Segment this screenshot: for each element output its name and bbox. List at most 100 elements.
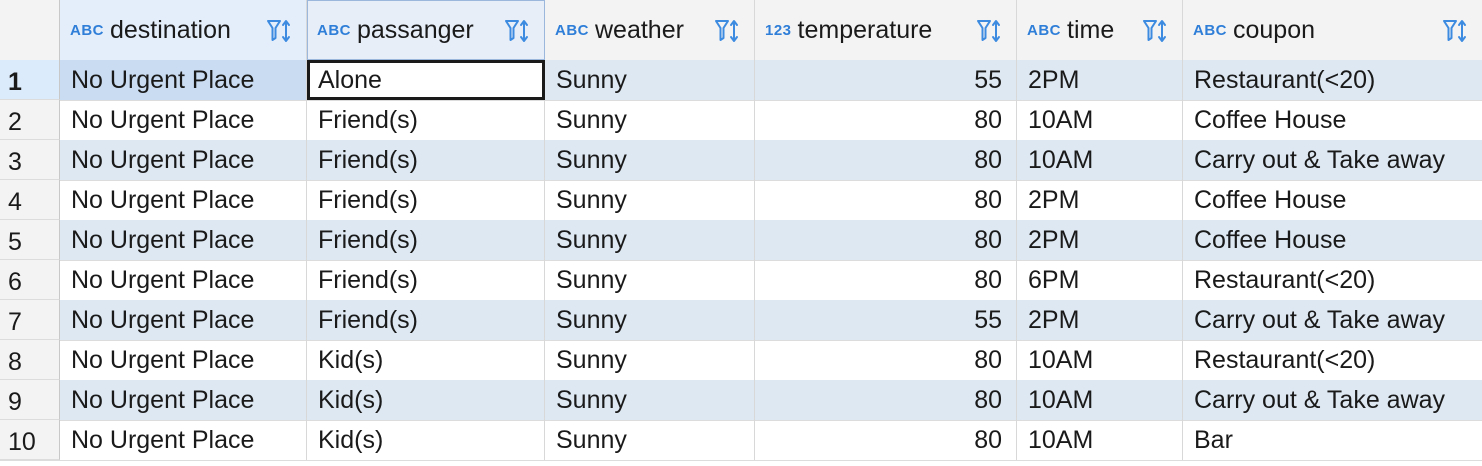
filter-sort-icon[interactable]	[1142, 18, 1168, 44]
column-header-temperature[interactable]: 123 temperature	[755, 0, 1017, 60]
cell-coupon[interactable]: Carry out & Take away	[1183, 380, 1482, 420]
row-number[interactable]: 7	[0, 300, 60, 340]
cell-weather[interactable]: Sunny	[545, 260, 755, 300]
filter-sort-icon[interactable]	[266, 18, 292, 44]
cell-coupon[interactable]: Coffee House	[1183, 220, 1482, 260]
cell-passanger[interactable]: Friend(s)	[307, 300, 545, 340]
cell-time[interactable]: 2PM	[1017, 180, 1183, 220]
cell-time[interactable]: 10AM	[1017, 100, 1183, 140]
row-number[interactable]: 5	[0, 220, 60, 260]
cell-passanger[interactable]: Friend(s)	[307, 260, 545, 300]
row-number[interactable]: 2	[0, 100, 60, 140]
column-name: temperature	[797, 15, 933, 44]
cell-destination[interactable]: No Urgent Place	[60, 180, 307, 220]
table-row[interactable]: 3 No Urgent Place Friend(s) Sunny 80 10A…	[0, 140, 1482, 181]
cell-temperature[interactable]: 80	[755, 180, 1017, 220]
column-name: weather	[595, 15, 684, 44]
cell-destination[interactable]: No Urgent Place	[60, 260, 307, 300]
table-row[interactable]: 1 No Urgent Place Alone Sunny 55 2PM Res…	[0, 60, 1482, 101]
cell-time[interactable]: 6PM	[1017, 260, 1183, 300]
cell-destination[interactable]: No Urgent Place	[60, 380, 307, 420]
cell-passanger[interactable]: Friend(s)	[307, 100, 545, 140]
cell-weather[interactable]: Sunny	[545, 300, 755, 340]
row-number-header[interactable]	[0, 0, 60, 60]
table-row[interactable]: 5 No Urgent Place Friend(s) Sunny 80 2PM…	[0, 220, 1482, 261]
cell-temperature[interactable]: 80	[755, 260, 1017, 300]
cell-weather[interactable]: Sunny	[545, 380, 755, 420]
cell-coupon[interactable]: Carry out & Take away	[1183, 140, 1482, 180]
cell-destination[interactable]: No Urgent Place	[60, 60, 307, 100]
table-row[interactable]: 10 No Urgent Place Kid(s) Sunny 80 10AM …	[0, 420, 1482, 461]
cell-temperature[interactable]: 80	[755, 100, 1017, 140]
filter-sort-icon[interactable]	[504, 18, 530, 44]
type-badge: 123	[765, 21, 792, 39]
cell-time[interactable]: 10AM	[1017, 380, 1183, 420]
cell-passanger[interactable]: Friend(s)	[307, 220, 545, 260]
row-number[interactable]: 8	[0, 340, 60, 380]
filter-sort-icon[interactable]	[1442, 18, 1468, 44]
cell-weather[interactable]: Sunny	[545, 340, 755, 380]
cell-time[interactable]: 2PM	[1017, 60, 1183, 100]
row-number[interactable]: 1	[0, 60, 60, 100]
cell-destination[interactable]: No Urgent Place	[60, 340, 307, 380]
cell-temperature[interactable]: 80	[755, 140, 1017, 180]
column-header-destination[interactable]: ABC destination	[60, 0, 307, 60]
cell-time[interactable]: 2PM	[1017, 220, 1183, 260]
cell-time[interactable]: 10AM	[1017, 140, 1183, 180]
cell-destination[interactable]: No Urgent Place	[60, 100, 307, 140]
cell-coupon[interactable]: Restaurant(<20)	[1194, 345, 1376, 374]
cell-coupon[interactable]: Bar	[1194, 425, 1233, 454]
column-name: passanger	[357, 15, 474, 44]
cell-weather[interactable]: Sunny	[545, 60, 755, 100]
table-row[interactable]: 8 No Urgent Place Kid(s) Sunny 80 10AM R…	[0, 340, 1482, 381]
cell-coupon[interactable]: Carry out & Take away	[1183, 300, 1482, 340]
cell-coupon[interactable]: Coffee House	[1194, 185, 1347, 214]
cell-weather[interactable]: Sunny	[545, 100, 755, 140]
column-name: coupon	[1233, 15, 1316, 44]
cell-temperature[interactable]: 80	[755, 220, 1017, 260]
row-number[interactable]: 6	[0, 260, 60, 300]
cell-weather[interactable]: Sunny	[545, 420, 755, 460]
table-row[interactable]: 2 No Urgent Place Friend(s) Sunny 80 10A…	[0, 100, 1482, 141]
row-number[interactable]: 9	[0, 380, 60, 420]
cell-weather[interactable]: Sunny	[545, 180, 755, 220]
cell-weather[interactable]: Sunny	[545, 220, 755, 260]
column-header-coupon[interactable]: ABC coupon	[1183, 0, 1482, 60]
table-row[interactable]: 4 No Urgent Place Friend(s) Sunny 80 2PM…	[0, 180, 1482, 221]
cell-time[interactable]: 2PM	[1017, 300, 1183, 340]
filter-sort-icon[interactable]	[714, 18, 740, 44]
filter-sort-icon[interactable]	[976, 18, 1002, 44]
cell-temperature[interactable]: 80	[755, 340, 1017, 380]
cell-destination[interactable]: No Urgent Place	[60, 420, 307, 460]
cell-temperature[interactable]: 55	[755, 60, 1017, 100]
column-header-passanger[interactable]: ABC passanger	[307, 0, 545, 60]
cell-time[interactable]: 10AM	[1017, 420, 1183, 460]
cell-coupon[interactable]: Restaurant(<20)	[1183, 60, 1482, 100]
cell-weather[interactable]: Sunny	[545, 140, 755, 180]
row-number[interactable]: 3	[0, 140, 60, 180]
column-header-time[interactable]: ABC time	[1017, 0, 1183, 60]
cell-time[interactable]: 10AM	[1017, 340, 1183, 380]
type-badge: ABC	[317, 21, 351, 39]
column-header-weather[interactable]: ABC weather	[545, 0, 755, 60]
table-row[interactable]: 6 No Urgent Place Friend(s) Sunny 80 6PM…	[0, 260, 1482, 301]
cell-passanger[interactable]: Kid(s)	[307, 380, 545, 420]
table-row[interactable]: 7 No Urgent Place Friend(s) Sunny 55 2PM…	[0, 300, 1482, 341]
cell-coupon[interactable]: Restaurant(<20)	[1194, 265, 1376, 294]
cell-coupon[interactable]: Coffee House	[1194, 105, 1347, 134]
cell-passanger[interactable]: Friend(s)	[307, 180, 545, 220]
cell-passanger[interactable]: Friend(s)	[307, 140, 545, 180]
cell-temperature[interactable]: 80	[755, 420, 1017, 460]
cell-passanger[interactable]: Alone	[307, 60, 545, 100]
cell-destination[interactable]: No Urgent Place	[60, 300, 307, 340]
table-row[interactable]: 9 No Urgent Place Kid(s) Sunny 80 10AM C…	[0, 380, 1482, 421]
cell-temperature[interactable]: 55	[755, 300, 1017, 340]
row-number[interactable]: 4	[0, 180, 60, 220]
cell-destination[interactable]: No Urgent Place	[60, 140, 307, 180]
cell-temperature[interactable]: 80	[755, 380, 1017, 420]
cell-passanger[interactable]: Kid(s)	[307, 420, 545, 460]
cell-destination[interactable]: No Urgent Place	[60, 220, 307, 260]
row-number[interactable]: 10	[0, 420, 60, 460]
cell-passanger[interactable]: Kid(s)	[307, 340, 545, 380]
